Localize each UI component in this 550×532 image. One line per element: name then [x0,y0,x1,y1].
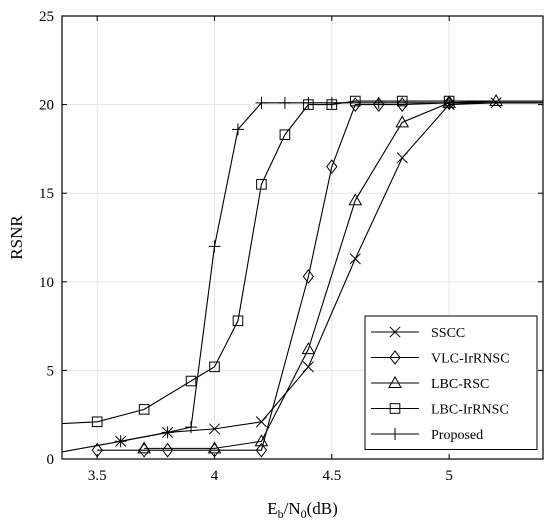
data-point-sscc [349,253,361,265]
data-point-lbc-irrnsc [396,95,408,107]
data-point-proposed [278,96,291,109]
x-tick-label: 4.5 [322,468,341,484]
data-point-proposed [185,421,198,434]
data-point-lbc-irrnsc [209,361,220,373]
data-point-proposed [443,96,456,109]
y-tick-label: 5 [47,363,55,379]
data-point-vlc-irrnsc [255,442,268,458]
data-point-proposed [114,435,127,448]
y-tick-label: 10 [39,275,54,291]
data-point-sscc [302,361,314,373]
legend-label: LBC-RSC [431,377,489,392]
y-tick-label: 25 [39,9,54,25]
legend-marker [389,350,401,365]
data-point-lbc-rsc [254,434,269,447]
x-axis-title-main: E [267,499,277,518]
data-point-proposed [231,123,244,136]
x-axis-title-mid: /N [284,499,301,518]
data-point-sscc [208,423,221,435]
legend-marker [389,403,401,414]
x-axis-title-sub1: b [278,507,284,521]
data-point-lbc-rsc [489,94,503,107]
data-point-lbc-irrnsc [91,416,103,428]
data-point-sscc [255,416,267,428]
legend-item-vlc-irrnsc: VLC-IrRNSC [371,350,510,367]
legend-label: LBC-IrRNSC [431,403,509,418]
data-point-lbc-irrnsc [279,129,291,141]
series-line-lbc-irrnsc [61,100,543,425]
data-point-lbc-rsc [395,115,410,128]
y-tick-label: 20 [39,98,54,114]
legend-item-lbc-irrnsc: LBC-IrRNSC [371,403,509,418]
data-point-lbc-irrnsc [138,404,150,415]
data-point-vlc-irrnsc [326,159,338,175]
series-line-vlc-irrnsc [97,102,543,451]
series-lbc-rsc [137,94,543,454]
x-tick-label: 3.5 [88,468,107,484]
y-axis-title: RSNR [7,215,26,260]
data-point-lbc-rsc [137,441,151,454]
plot-series [61,94,543,458]
x-tick-label: 4 [211,468,219,484]
data-point-proposed [325,96,338,109]
data-point-lbc-irrnsc [349,95,361,107]
axes: 3.5 4 4.5 5 0 5 10 15 20 25 [39,9,543,484]
series-proposed [61,96,543,453]
legend-item-proposed: Proposed [371,428,483,443]
data-point-lbc-rsc [301,342,316,355]
data-point-proposed [161,426,174,439]
x-tick-label: 5 [445,468,453,484]
data-point-proposed [302,96,315,109]
legend-marker [389,326,401,338]
data-point-proposed [255,96,268,109]
data-point-proposed [372,96,385,109]
y-tick-label: 0 [47,452,55,468]
data-point-proposed [208,240,221,253]
x-axis-title: Eb/N0(dB) [267,499,338,521]
data-point-sscc [396,152,408,164]
legend-item-sscc: SSCC [371,326,465,341]
data-point-lbc-irrnsc [256,179,267,190]
data-point-lbc-rsc [207,441,222,454]
legend-marker [389,428,401,440]
data-point-lbc-irrnsc [232,315,244,327]
x-axis-title-sub2: 0 [301,507,307,521]
legend-label: Proposed [431,428,483,443]
series-line-lbc-rsc [144,100,543,449]
legend-label: SSCC [431,326,465,341]
data-point-lbc-rsc [348,193,363,206]
data-point-lbc-irrnsc [185,375,197,387]
legend-label: VLC-IrRNSC [431,352,510,367]
data-point-vlc-irrnsc [302,269,314,284]
x-axis-title-tail: (dB) [307,499,338,518]
legend-marker [388,375,402,388]
y-tick-label: 15 [39,186,54,202]
plot-frame [61,15,544,460]
legend: SSCC VLC-IrRNSC LBC-RSC LBC-IrRNSC Proposed [364,315,538,450]
legend-item-lbc-rsc: LBC-RSC [371,375,489,392]
